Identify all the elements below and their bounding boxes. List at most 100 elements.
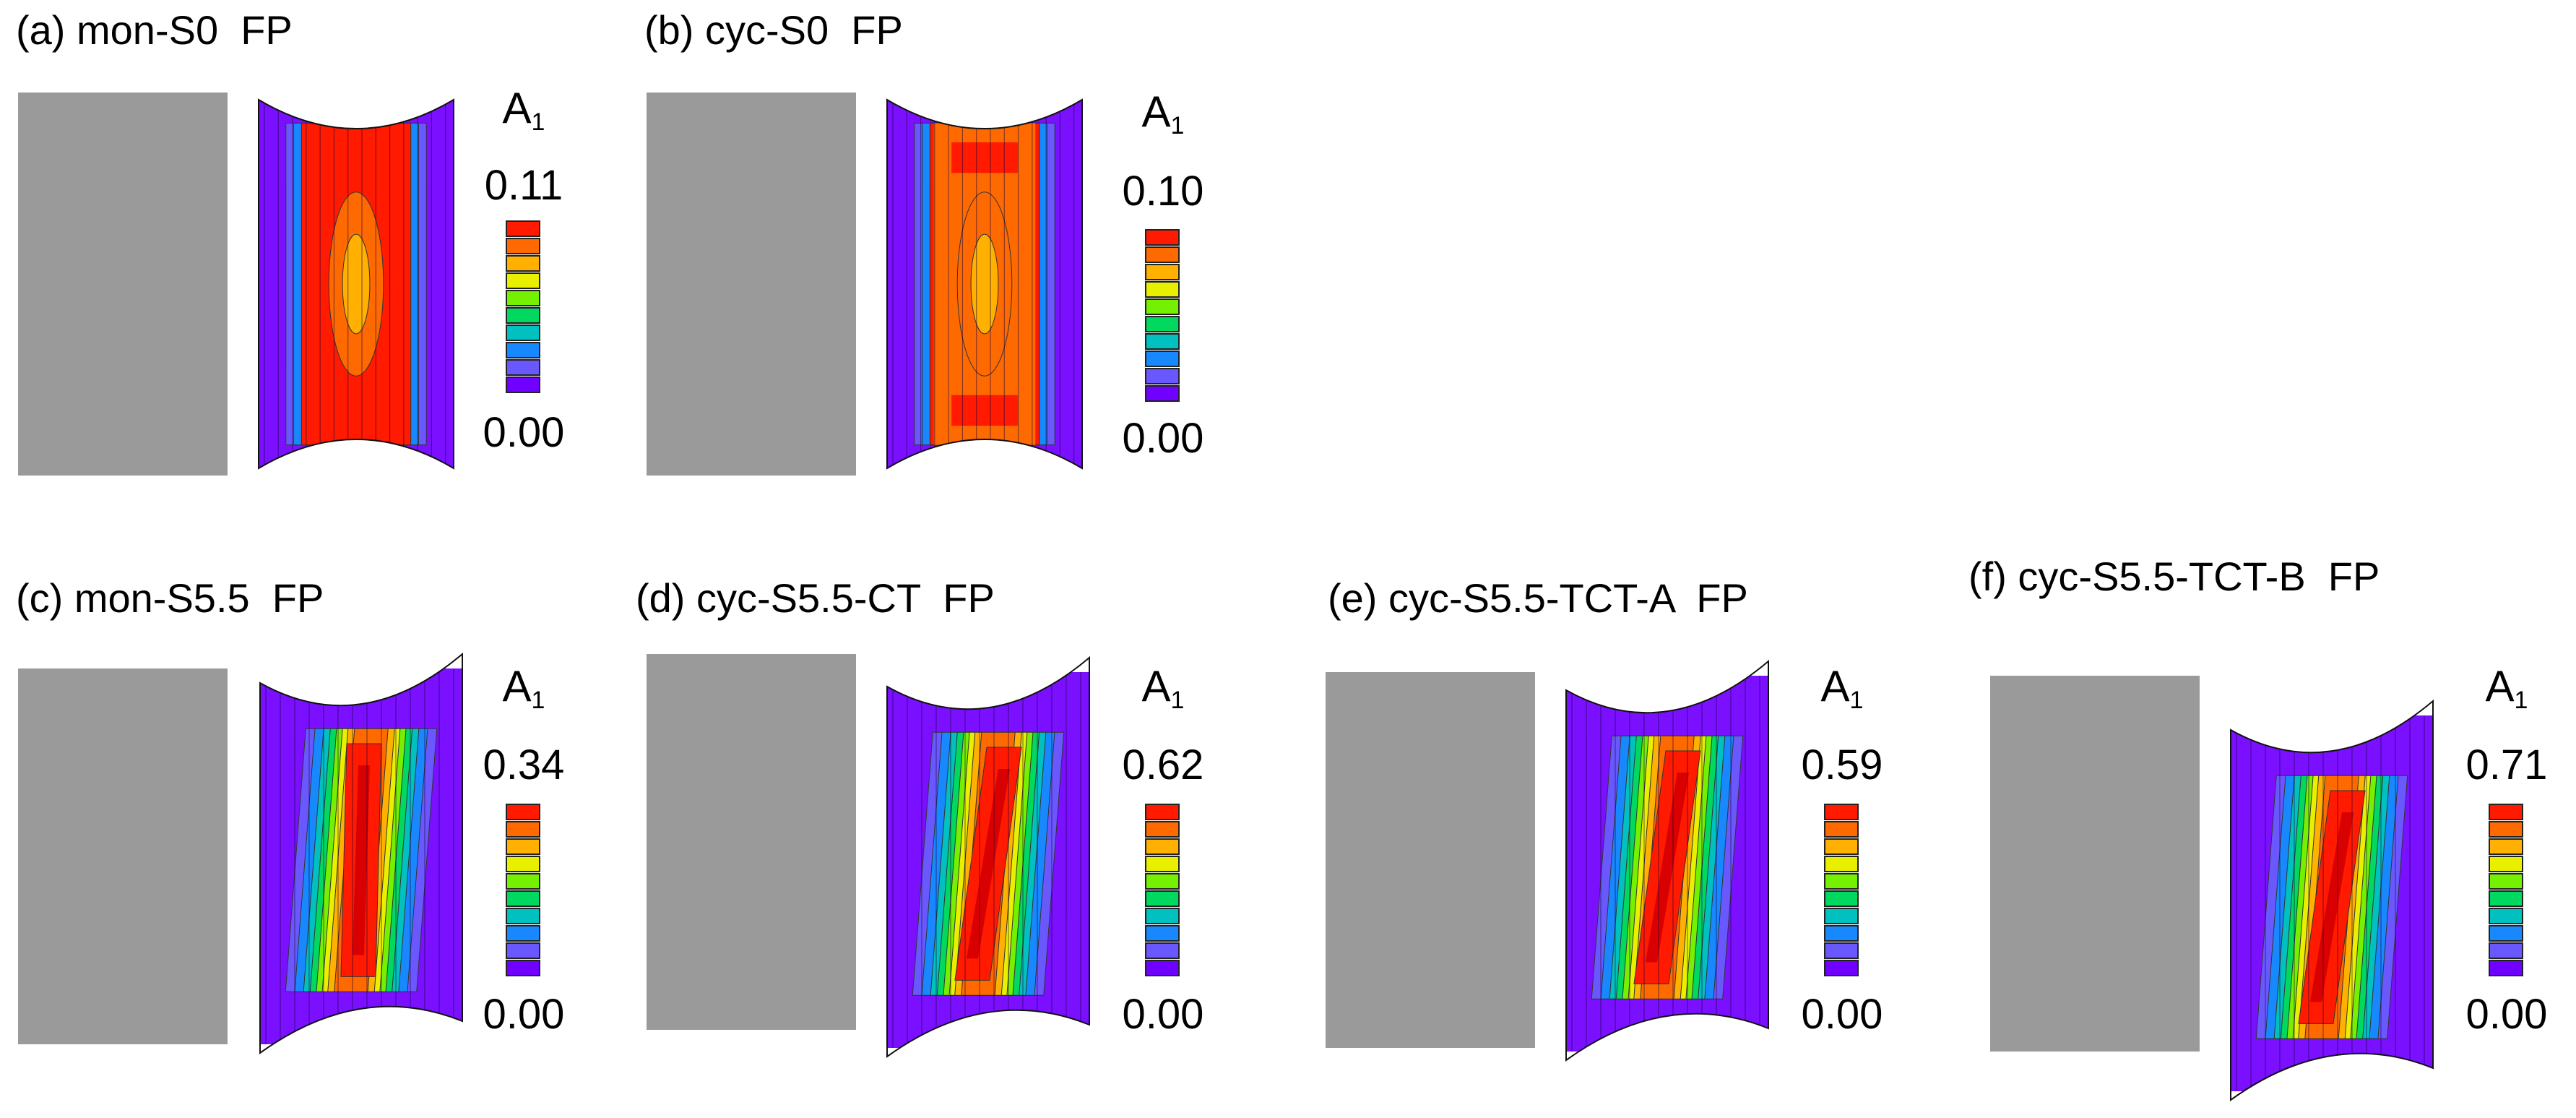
colorbar-swatch	[1824, 908, 1859, 924]
colorbar-swatch	[1145, 351, 1180, 367]
panel-c-fe-contour	[259, 652, 463, 1054]
panel-c-legend: A1 0.34 0.00	[451, 665, 596, 1041]
panel-e-dic-image	[1326, 671, 1535, 1049]
panel-d-dic-image	[647, 653, 856, 1031]
colorbar-swatch	[1145, 264, 1180, 280]
colorbar-swatch	[1145, 960, 1180, 976]
colorbar-swatch	[1145, 925, 1180, 942]
colorbar-swatch	[506, 272, 540, 289]
colorbar-swatch	[506, 307, 540, 324]
colorbar-swatch	[1824, 925, 1859, 942]
colorbar-swatch	[506, 238, 540, 254]
panel-c-title: (c) mon-S5.5 FP	[16, 575, 324, 621]
panel-a-legend-max: 0.11	[484, 162, 563, 209]
colorbar-swatch	[2489, 925, 2523, 942]
colorbar-swatch	[506, 324, 540, 341]
colorbar-swatch	[1145, 298, 1180, 315]
colorbar-swatch	[1145, 942, 1180, 959]
panel-c-legend-max: 0.34	[483, 741, 565, 788]
colorbar-swatch	[506, 359, 540, 376]
colorbar-swatch	[2489, 873, 2523, 890]
colorbar-swatch	[1824, 856, 1859, 872]
colorbar-swatch	[506, 856, 540, 872]
panel-e-legend-min: 0.00	[1801, 991, 1883, 1038]
panel-f-legend-max: 0.71	[2465, 741, 2548, 788]
panel-f-legend-min: 0.00	[2465, 991, 2548, 1038]
colorbar-swatch	[1824, 821, 1859, 838]
panel-e-legend-max: 0.59	[1801, 741, 1883, 788]
panel-d-legend-max: 0.62	[1122, 741, 1204, 788]
colorbar-swatch	[506, 890, 540, 907]
colorbar-swatch	[506, 255, 540, 272]
panel-d-legend: A1 0.62 0.00	[1091, 665, 1235, 1041]
panel-b-legend: A1 0.10 0.00	[1091, 87, 1235, 463]
panel-c-colorbar	[506, 804, 542, 977]
panel-e-fe-contour	[1565, 659, 1769, 1062]
panel-e-title: (e) cyc-S5.5-TCT-A FP	[1328, 575, 1748, 621]
colorbar-swatch	[506, 873, 540, 890]
panel-b-fe-contour	[886, 98, 1083, 470]
colorbar-swatch	[1145, 246, 1180, 263]
colorbar-swatch	[1145, 856, 1180, 872]
colorbar-swatch	[1145, 804, 1180, 820]
colorbar-swatch	[1145, 890, 1180, 907]
panel-b-legend-max: 0.10	[1122, 168, 1204, 215]
colorbar-swatch	[1145, 838, 1180, 855]
panel-d-colorbar	[1145, 804, 1181, 977]
colorbar-swatch	[2489, 942, 2523, 959]
panel-f-legend: A1 0.71 0.00	[2434, 665, 2576, 1041]
panel-b-legend-symbol: A1	[1141, 87, 1185, 139]
colorbar-swatch	[1145, 229, 1180, 246]
colorbar-swatch	[506, 220, 540, 237]
panel-b-title: (b) cyc-S0 FP	[644, 7, 903, 53]
colorbar-swatch	[1145, 821, 1180, 838]
colorbar-swatch	[1145, 908, 1180, 924]
colorbar-swatch	[1145, 873, 1180, 890]
panel-d-legend-symbol: A1	[1141, 662, 1185, 714]
colorbar-swatch	[2489, 908, 2523, 924]
colorbar-swatch	[506, 908, 540, 924]
panel-d-legend-min: 0.00	[1122, 991, 1204, 1038]
colorbar-swatch	[2489, 960, 2523, 976]
colorbar-swatch	[1824, 942, 1859, 959]
panel-b-legend-min: 0.00	[1122, 415, 1204, 462]
panel-a-fe-contour	[258, 98, 454, 470]
panel-c-legend-min: 0.00	[483, 991, 565, 1038]
colorbar-swatch	[1824, 960, 1859, 976]
colorbar-swatch	[2489, 821, 2523, 838]
panel-a-legend-symbol: A1	[502, 84, 545, 136]
colorbar-swatch	[506, 804, 540, 820]
colorbar-swatch	[2489, 804, 2523, 820]
colorbar-swatch	[1145, 385, 1180, 402]
panel-a-colorbar	[506, 220, 542, 394]
colorbar-swatch	[506, 838, 540, 855]
colorbar-swatch	[506, 942, 540, 959]
colorbar-swatch	[506, 960, 540, 976]
colorbar-swatch	[1824, 890, 1859, 907]
panel-f-dic-image	[1990, 674, 2200, 1052]
panel-f-title: (f) cyc-S5.5-TCT-B FP	[1968, 554, 2380, 599]
panel-a-legend-min: 0.00	[483, 409, 565, 456]
colorbar-swatch	[1824, 838, 1859, 855]
colorbar-swatch	[2489, 838, 2523, 855]
panel-b-dic-image	[647, 93, 856, 476]
colorbar-swatch	[1824, 804, 1859, 820]
colorbar-swatch	[1824, 873, 1859, 890]
colorbar-swatch	[2489, 890, 2523, 907]
colorbar-swatch	[506, 821, 540, 838]
panel-f-legend-symbol: A1	[2485, 662, 2528, 714]
panel-a-dic-image	[18, 93, 228, 476]
colorbar-swatch	[1145, 333, 1180, 350]
panel-d-title: (d) cyc-S5.5-CT FP	[636, 575, 995, 621]
panel-d-fe-contour	[886, 655, 1090, 1058]
panel-a-legend: A1 0.11 0.00	[451, 87, 596, 463]
panel-e-legend-symbol: A1	[1820, 662, 1864, 714]
colorbar-swatch	[506, 290, 540, 306]
colorbar-swatch	[506, 377, 540, 393]
panel-e-legend: A1 0.59 0.00	[1770, 665, 1914, 1041]
colorbar-swatch	[506, 342, 540, 358]
panel-f-fe-contour	[2230, 699, 2434, 1101]
colorbar-swatch	[2489, 856, 2523, 872]
colorbar-swatch	[1145, 316, 1180, 332]
colorbar-swatch	[506, 925, 540, 942]
